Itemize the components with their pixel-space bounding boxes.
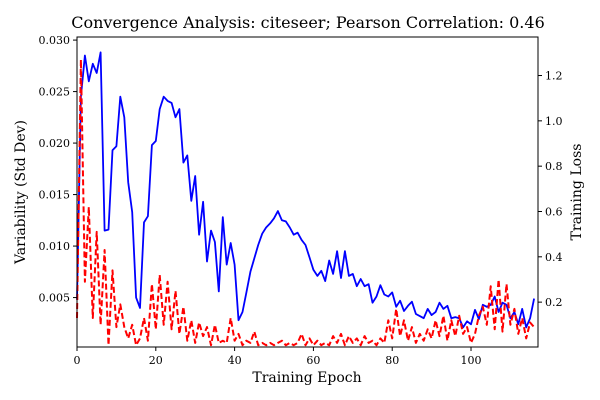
y-left-tick-label: 0.020 [39, 137, 71, 150]
y-left-tick-label: 0.030 [39, 34, 71, 47]
y-left-tick-label: 0.010 [39, 240, 71, 253]
plot-area: 0 20 40 60 80 100 0.005 0.010 0.015 0.020 0.025 0.0… [39, 34, 563, 367]
y-left-tick-label: 0.015 [39, 189, 71, 202]
x-tick-label: 40 [228, 354, 242, 367]
x-tick-label: 20 [149, 354, 163, 367]
y-right-tick-label: 0.2 [545, 296, 563, 309]
x-tick-label: 80 [385, 354, 399, 367]
plot-frame [76, 36, 539, 348]
y-right-tick-label: 0.6 [545, 205, 563, 218]
chart-title: Convergence Analysis: citeseer; Pearson … [71, 13, 545, 32]
y-right-tick-label: 0.8 [545, 160, 563, 173]
y-left-tick-label: 0.025 [39, 86, 71, 99]
y-left-tick-label: 0.005 [39, 292, 71, 305]
x-axis-label: Training Epoch [252, 370, 361, 386]
x-tick-label: 0 [74, 354, 81, 367]
y-right-tick-label: 0.4 [545, 251, 563, 264]
x-tick-label: 100 [461, 354, 482, 367]
training-loss-series-line [76, 58, 535, 347]
x-tick-label: 60 [306, 354, 320, 367]
y-right-axis-label: Training Loss [569, 144, 585, 241]
y-right-tick-label: 1.2 [545, 70, 563, 83]
variability-series-line [76, 51, 535, 329]
y-right-tick-label: 1.0 [545, 115, 563, 128]
y-left-axis-label: Variability (Std Dev) [13, 120, 29, 265]
